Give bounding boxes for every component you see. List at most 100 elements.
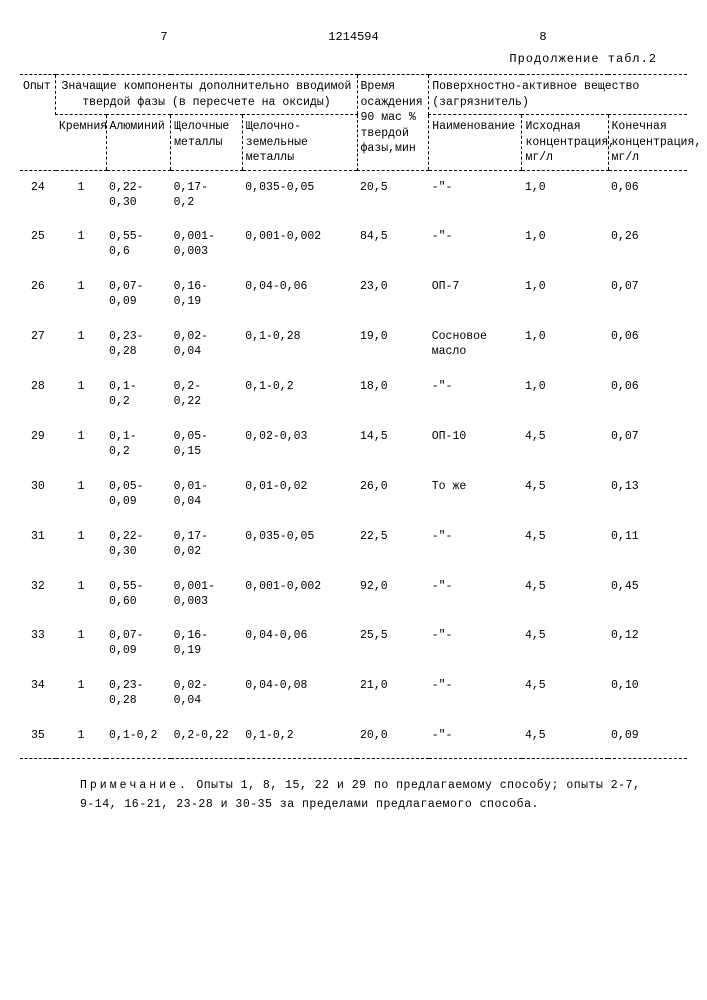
cell-shzm: 0,04-0,08 xyxy=(242,669,357,719)
cell-shm: 0,17- 0,2 xyxy=(171,170,243,220)
cell-n: 32 xyxy=(20,570,56,620)
cell-kon: 0,06 xyxy=(608,370,687,420)
cell-kon: 0,07 xyxy=(608,270,687,320)
cell-al: 0,05- 0,09 xyxy=(106,470,171,520)
cell-nm: -"- xyxy=(429,370,522,420)
cell-ish: 1,0 xyxy=(522,320,608,370)
cell-shzm: 0,1-0,28 xyxy=(242,320,357,370)
cell-nm: -"- xyxy=(429,220,522,270)
footnote-label: Примечание. xyxy=(80,779,189,792)
table-row: 3510,1-0,20,2-0,220,1-0,220,0-"-4,50,09 xyxy=(20,719,687,758)
cell-kon: 0,13 xyxy=(608,470,687,520)
cell-t: 23,0 xyxy=(357,270,429,320)
cell-shzm: 0,035-0,05 xyxy=(242,170,357,220)
table-row: 3210,55- 0,600,001- 0,0030,001-0,00292,0… xyxy=(20,570,687,620)
cell-al: 0,23- 0,28 xyxy=(106,669,171,719)
cell-nm: То же xyxy=(429,470,522,520)
cell-shm: 0,05- 0,15 xyxy=(171,420,243,470)
cell-k: 1 xyxy=(56,170,106,220)
cell-k: 1 xyxy=(56,270,106,320)
cell-nm: -"- xyxy=(429,669,522,719)
cell-shm: 0,01- 0,04 xyxy=(171,470,243,520)
cell-kon: 0,10 xyxy=(608,669,687,719)
table-row: 3010,05- 0,090,01- 0,040,01-0,0226,0То ж… xyxy=(20,470,687,520)
cell-al: 0,23- 0,28 xyxy=(106,320,171,370)
cell-al: 0,1- 0,2 xyxy=(106,370,171,420)
table-row: 2710,23- 0,280,02- 0,040,1-0,2819,0Сосно… xyxy=(20,320,687,370)
cell-shzm: 0,1-0,2 xyxy=(242,719,357,758)
cell-k: 1 xyxy=(56,719,106,758)
cell-al: 0,22- 0,30 xyxy=(106,170,171,220)
cell-shzm: 0,04-0,06 xyxy=(242,619,357,669)
cell-ish: 1,0 xyxy=(522,220,608,270)
cell-kon: 0,09 xyxy=(608,719,687,758)
th-group2: Поверхностно-активное вещество (загрязни… xyxy=(429,75,687,115)
th-time: Время осаждения 90 мас % твердой фазы,ми… xyxy=(357,75,429,171)
cell-t: 19,0 xyxy=(357,320,429,370)
cell-n: 35 xyxy=(20,719,56,758)
cell-kon: 0,11 xyxy=(608,520,687,570)
cell-shm: 0,001- 0,003 xyxy=(171,570,243,620)
cell-kon: 0,26 xyxy=(608,220,687,270)
cell-shzm: 0,001-0,002 xyxy=(242,220,357,270)
cell-ish: 4,5 xyxy=(522,470,608,520)
table-row: 2810,1- 0,20,2- 0,220,1-0,218,0-"-1,00,0… xyxy=(20,370,687,420)
cell-al: 0,55- 0,6 xyxy=(106,220,171,270)
cell-t: 20,5 xyxy=(357,170,429,220)
cell-n: 34 xyxy=(20,669,56,719)
cell-nm: Сосновое масло xyxy=(429,320,522,370)
cell-k: 1 xyxy=(56,370,106,420)
cell-ish: 4,5 xyxy=(522,719,608,758)
cell-t: 20,0 xyxy=(357,719,429,758)
cell-n: 25 xyxy=(20,220,56,270)
data-table: Опыт Значащие компоненты дополнительно в… xyxy=(20,74,687,759)
cell-ish: 4,5 xyxy=(522,520,608,570)
table-caption: Продолжение табл.2 xyxy=(20,52,657,66)
cell-n: 33 xyxy=(20,619,56,669)
cell-shzm: 0,1-0,2 xyxy=(242,370,357,420)
cell-shm: 0,17- 0,02 xyxy=(171,520,243,570)
table-row: 2610,07- 0,090,16- 0,190,04-0,0623,0ОП-7… xyxy=(20,270,687,320)
table-row: 3110,22- 0,300,17- 0,020,035-0,0522,5-"-… xyxy=(20,520,687,570)
cell-k: 1 xyxy=(56,619,106,669)
cell-shzm: 0,001-0,002 xyxy=(242,570,357,620)
cell-al: 0,07- 0,09 xyxy=(106,270,171,320)
cell-nm: -"- xyxy=(429,619,522,669)
cell-shm: 0,02- 0,04 xyxy=(171,320,243,370)
cell-kon: 0,06 xyxy=(608,170,687,220)
th-name: Наименование xyxy=(429,115,522,171)
cell-t: 18,0 xyxy=(357,370,429,420)
cell-t: 84,5 xyxy=(357,220,429,270)
cell-n: 24 xyxy=(20,170,56,220)
cell-nm: -"- xyxy=(429,570,522,620)
cell-ish: 1,0 xyxy=(522,270,608,320)
cell-n: 27 xyxy=(20,320,56,370)
cell-shm: 0,16- 0,19 xyxy=(171,619,243,669)
cell-al: 0,1-0,2 xyxy=(106,719,171,758)
table-row: 3410,23- 0,280,02- 0,040,04-0,0821,0-"-4… xyxy=(20,669,687,719)
th-ish: Исходная концентрация, мг/л xyxy=(522,115,608,171)
cell-shzm: 0,02-0,03 xyxy=(242,420,357,470)
cell-t: 22,5 xyxy=(357,520,429,570)
cell-shzm: 0,01-0,02 xyxy=(242,470,357,520)
th-krem: Кремния xyxy=(56,115,106,171)
cell-shm: 0,2- 0,22 xyxy=(171,370,243,420)
table-row: 2410,22- 0,300,17- 0,20,035-0,0520,5-"-1… xyxy=(20,170,687,220)
cell-n: 30 xyxy=(20,470,56,520)
th-shm: Щелочные металлы xyxy=(171,115,243,171)
th-opyt: Опыт xyxy=(20,75,56,171)
th-al: Алюминий xyxy=(106,115,171,171)
cell-al: 0,1- 0,2 xyxy=(106,420,171,470)
cell-nm: -"- xyxy=(429,719,522,758)
cell-k: 1 xyxy=(56,669,106,719)
cell-nm: ОП-7 xyxy=(429,270,522,320)
cell-kon: 0,06 xyxy=(608,320,687,370)
cell-shm: 0,001- 0,003 xyxy=(171,220,243,270)
cell-n: 31 xyxy=(20,520,56,570)
cell-shm: 0,16- 0,19 xyxy=(171,270,243,320)
page-numbers: 7 1214594 8 xyxy=(20,30,687,44)
footnote: Примечание. Опыты 1, 8, 15, 22 и 29 по п… xyxy=(80,777,657,814)
cell-nm: -"- xyxy=(429,170,522,220)
th-group1: Значащие компоненты дополнительно вводим… xyxy=(56,75,357,115)
cell-ish: 4,5 xyxy=(522,420,608,470)
